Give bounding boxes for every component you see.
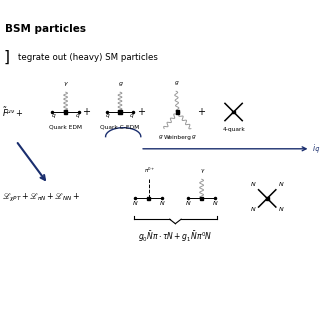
Text: $N$: $N$ — [132, 199, 139, 207]
Text: $N$: $N$ — [212, 199, 218, 207]
Text: $g_0\bar{N}\pi \cdot \tau N + g_1\bar{N}\pi^0 N$: $g_0\bar{N}\pi \cdot \tau N + g_1\bar{N}… — [138, 229, 212, 244]
Bar — [176, 110, 179, 114]
Text: $i\mathcal{q}$: $i\mathcal{q}$ — [312, 142, 320, 155]
Text: +: + — [196, 107, 205, 117]
Text: Quark C-EDM: Quark C-EDM — [100, 124, 140, 130]
Text: $g$: $g$ — [158, 133, 164, 141]
Text: $q$: $q$ — [129, 112, 135, 120]
Text: ]: ] — [4, 50, 10, 65]
Text: $N$: $N$ — [278, 180, 285, 188]
Text: +: + — [137, 107, 145, 117]
Text: BSM particles: BSM particles — [5, 24, 86, 34]
Text: $q$: $q$ — [51, 112, 56, 120]
Text: Weinberg: Weinberg — [164, 135, 192, 140]
Text: $g$: $g$ — [191, 133, 197, 141]
Bar — [64, 110, 67, 114]
Text: $N$: $N$ — [250, 180, 256, 188]
Bar — [147, 197, 150, 200]
Text: +: + — [83, 107, 90, 117]
Bar — [118, 110, 122, 114]
Text: $N$: $N$ — [185, 199, 191, 207]
Text: $\mathscr{L}_{\chi PT} + \mathscr{L}_{\pi N} + \mathscr{L}_{NN}+$: $\mathscr{L}_{\chi PT} + \mathscr{L}_{\p… — [2, 192, 80, 204]
Text: $g$: $g$ — [174, 79, 180, 87]
Text: $\gamma$: $\gamma$ — [200, 167, 206, 175]
Text: $\gamma$: $\gamma$ — [63, 80, 69, 88]
Text: Quark EDM: Quark EDM — [49, 124, 82, 130]
Text: $\tilde{F}^{\mu\nu}+$: $\tilde{F}^{\mu\nu}+$ — [2, 105, 23, 119]
Bar — [200, 197, 203, 200]
Bar — [266, 197, 269, 200]
Text: tegrate out (heavy) SM particles: tegrate out (heavy) SM particles — [18, 53, 157, 62]
Text: $N$: $N$ — [278, 204, 285, 212]
Text: $N$: $N$ — [159, 199, 165, 207]
Text: $\pi^{0+}$: $\pi^{0+}$ — [144, 166, 156, 175]
Text: $q$: $q$ — [105, 112, 111, 120]
Text: 4-quark: 4-quark — [222, 127, 245, 132]
Text: $q$: $q$ — [75, 112, 81, 120]
Text: $g$: $g$ — [118, 80, 124, 88]
Text: $N$: $N$ — [250, 204, 256, 212]
Bar — [232, 110, 235, 113]
